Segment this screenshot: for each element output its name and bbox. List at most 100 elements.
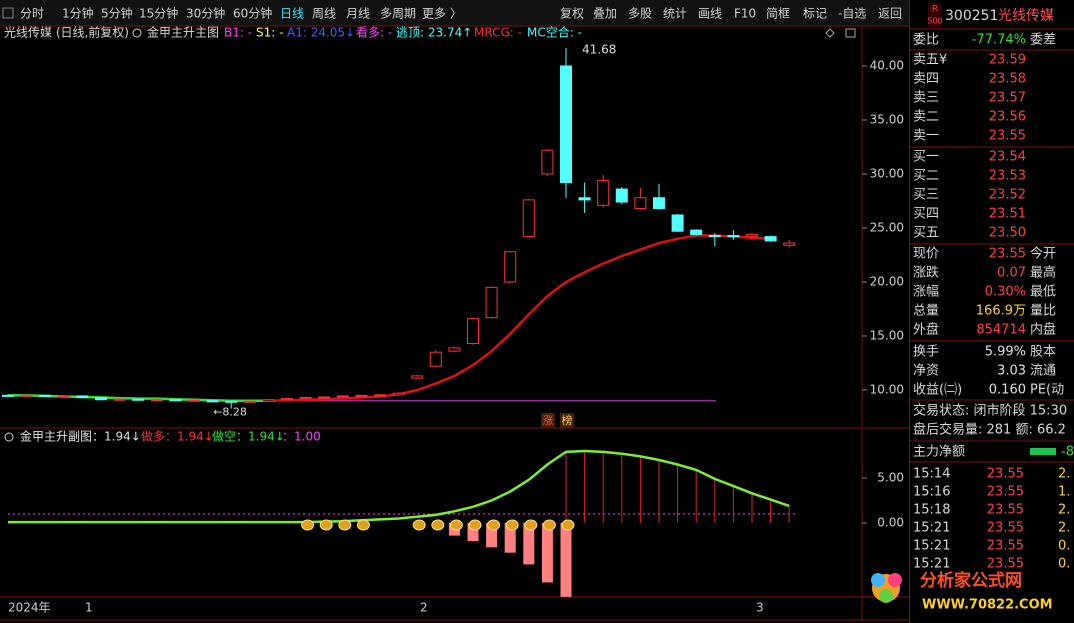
- indicator-value: MC空合: -: [527, 25, 582, 40]
- tick-volume: 2.: [1058, 521, 1070, 536]
- toolbar-item[interactable]: 月线: [346, 7, 370, 21]
- candle-body: [20, 394, 33, 397]
- toolbar-item[interactable]: 多周期: [380, 7, 416, 21]
- flow-bar: [486, 522, 498, 548]
- candle-body: [76, 395, 89, 399]
- toolbar-button[interactable]: 复权: [560, 7, 584, 21]
- tick-volume: 0.: [1058, 539, 1070, 554]
- toolbar-item[interactable]: 60分钟: [233, 6, 272, 21]
- coin-icon: [431, 519, 445, 531]
- y-tick-label: 5.00: [877, 470, 904, 484]
- coin-icon: [412, 519, 426, 531]
- indicator-icon[interactable]: [132, 28, 142, 38]
- toolbar-button[interactable]: 多股: [628, 7, 652, 21]
- row-label: 流通: [1030, 364, 1056, 379]
- indicator-value: MRCG: -: [474, 26, 522, 40]
- candle-body: [597, 179, 610, 206]
- candle-body: [355, 394, 368, 397]
- row-value: 166.9万: [976, 304, 1026, 319]
- candle-body: [504, 251, 517, 283]
- toolbar-item[interactable]: 1分钟: [62, 6, 94, 21]
- sub-line: [8, 449, 790, 524]
- toolbar-button[interactable]: 返回: [878, 7, 902, 21]
- badge: [928, 3, 942, 27]
- high-label: 41.68: [582, 42, 616, 56]
- tag-bg: [560, 413, 574, 428]
- candle-body: [95, 397, 107, 401]
- toolbar-button[interactable]: 统计: [663, 7, 687, 21]
- window-icon[interactable]: [845, 28, 856, 38]
- x-tick-label: 2: [420, 601, 428, 615]
- sub-indicator-value: ：1.00: [282, 430, 321, 444]
- x-tick-label: 2024年: [8, 601, 51, 615]
- row-label: 卖一: [913, 129, 939, 144]
- tick-volume: 1.: [1058, 485, 1070, 500]
- indicator-value: 逃顶: 23.74↑: [396, 26, 472, 40]
- row-value: 3.03: [997, 364, 1026, 379]
- tick-volume: 2.: [1058, 503, 1070, 518]
- row-label: 内盘: [1030, 322, 1056, 338]
- row-label: 卖五¥: [913, 53, 947, 68]
- row-label: 量比: [1030, 304, 1056, 319]
- row-value: 854714: [976, 323, 1026, 338]
- candle-body: [113, 398, 126, 401]
- flow-bar: [541, 522, 553, 583]
- sub-indicator: 金甲主升副图：1.94↓: [20, 429, 141, 444]
- row-label: 买四: [913, 207, 939, 222]
- candle-body: [2, 394, 14, 397]
- tag: 涨: [543, 414, 554, 427]
- candle-body: [150, 399, 163, 402]
- coin-icon: [301, 519, 315, 531]
- row-label: 股本: [1030, 345, 1056, 360]
- row-label: 委差: [1030, 33, 1056, 48]
- toolbar-button[interactable]: 叠加: [593, 7, 617, 21]
- toolbar-button[interactable]: F10: [734, 7, 756, 21]
- row-label: 最高: [1030, 265, 1056, 281]
- toolbar-item[interactable]: 日线: [280, 7, 304, 21]
- tick-time: 15:21: [913, 539, 950, 554]
- watermark: 分析家公式网 WWW.70822.COM: [871, 570, 1053, 613]
- toolbar-button[interactable]: 标记: [803, 7, 827, 21]
- status-line: 交易状态: 闭市阶段 15:30: [913, 403, 1067, 419]
- toolbar-item[interactable]: 30分钟: [186, 6, 225, 21]
- row-value: 0.30%: [985, 285, 1026, 300]
- sub-indicator-value: 做空：1.94↓: [212, 429, 285, 444]
- toolbar-button[interactable]: -自选: [838, 7, 866, 21]
- toolbar-button[interactable]: 简框: [766, 7, 790, 21]
- toolbar-item[interactable]: 更多 〉: [422, 7, 462, 21]
- candle-body: [132, 398, 145, 401]
- y-tick-label: 25.00: [870, 220, 904, 234]
- tag: 榜: [562, 413, 573, 427]
- row-label: 最低: [1030, 285, 1056, 300]
- row-value: 23.58: [989, 72, 1026, 87]
- indicator-icon[interactable]: [4, 432, 14, 442]
- tick-price: 23.55: [987, 467, 1024, 482]
- row-value: 5.99%: [985, 345, 1026, 360]
- row-label: 买三: [913, 188, 939, 203]
- x-tick-label: 3: [756, 601, 764, 615]
- diamond-icon[interactable]: [825, 28, 835, 38]
- menu-icon[interactable]: [2, 7, 14, 19]
- toolbar-item[interactable]: 15分钟: [139, 6, 178, 21]
- row-label: 涨跌: [913, 265, 939, 281]
- row-label: 涨幅: [913, 285, 939, 300]
- toolbar-button[interactable]: 画线: [698, 7, 722, 21]
- candle-body: [39, 394, 52, 397]
- y-tick-label: 10.00: [870, 382, 904, 396]
- toolbar-item[interactable]: 5分钟: [101, 6, 133, 21]
- candle-body: [318, 396, 331, 399]
- candle-body: [485, 286, 498, 319]
- toolbar-item[interactable]: 周线: [312, 7, 336, 21]
- candle-body: [634, 197, 647, 210]
- coin-icon: [319, 519, 333, 531]
- coin-icon: [356, 519, 370, 531]
- row-value: -77.74%: [972, 33, 1026, 48]
- candle-body: [299, 397, 312, 400]
- toolbar-item[interactable]: 分时: [20, 7, 44, 21]
- tick-price: 23.55: [987, 485, 1024, 500]
- candle-body: [392, 392, 405, 396]
- low-label: ←8.28: [213, 406, 247, 419]
- y-tick-label: 15.00: [870, 328, 904, 342]
